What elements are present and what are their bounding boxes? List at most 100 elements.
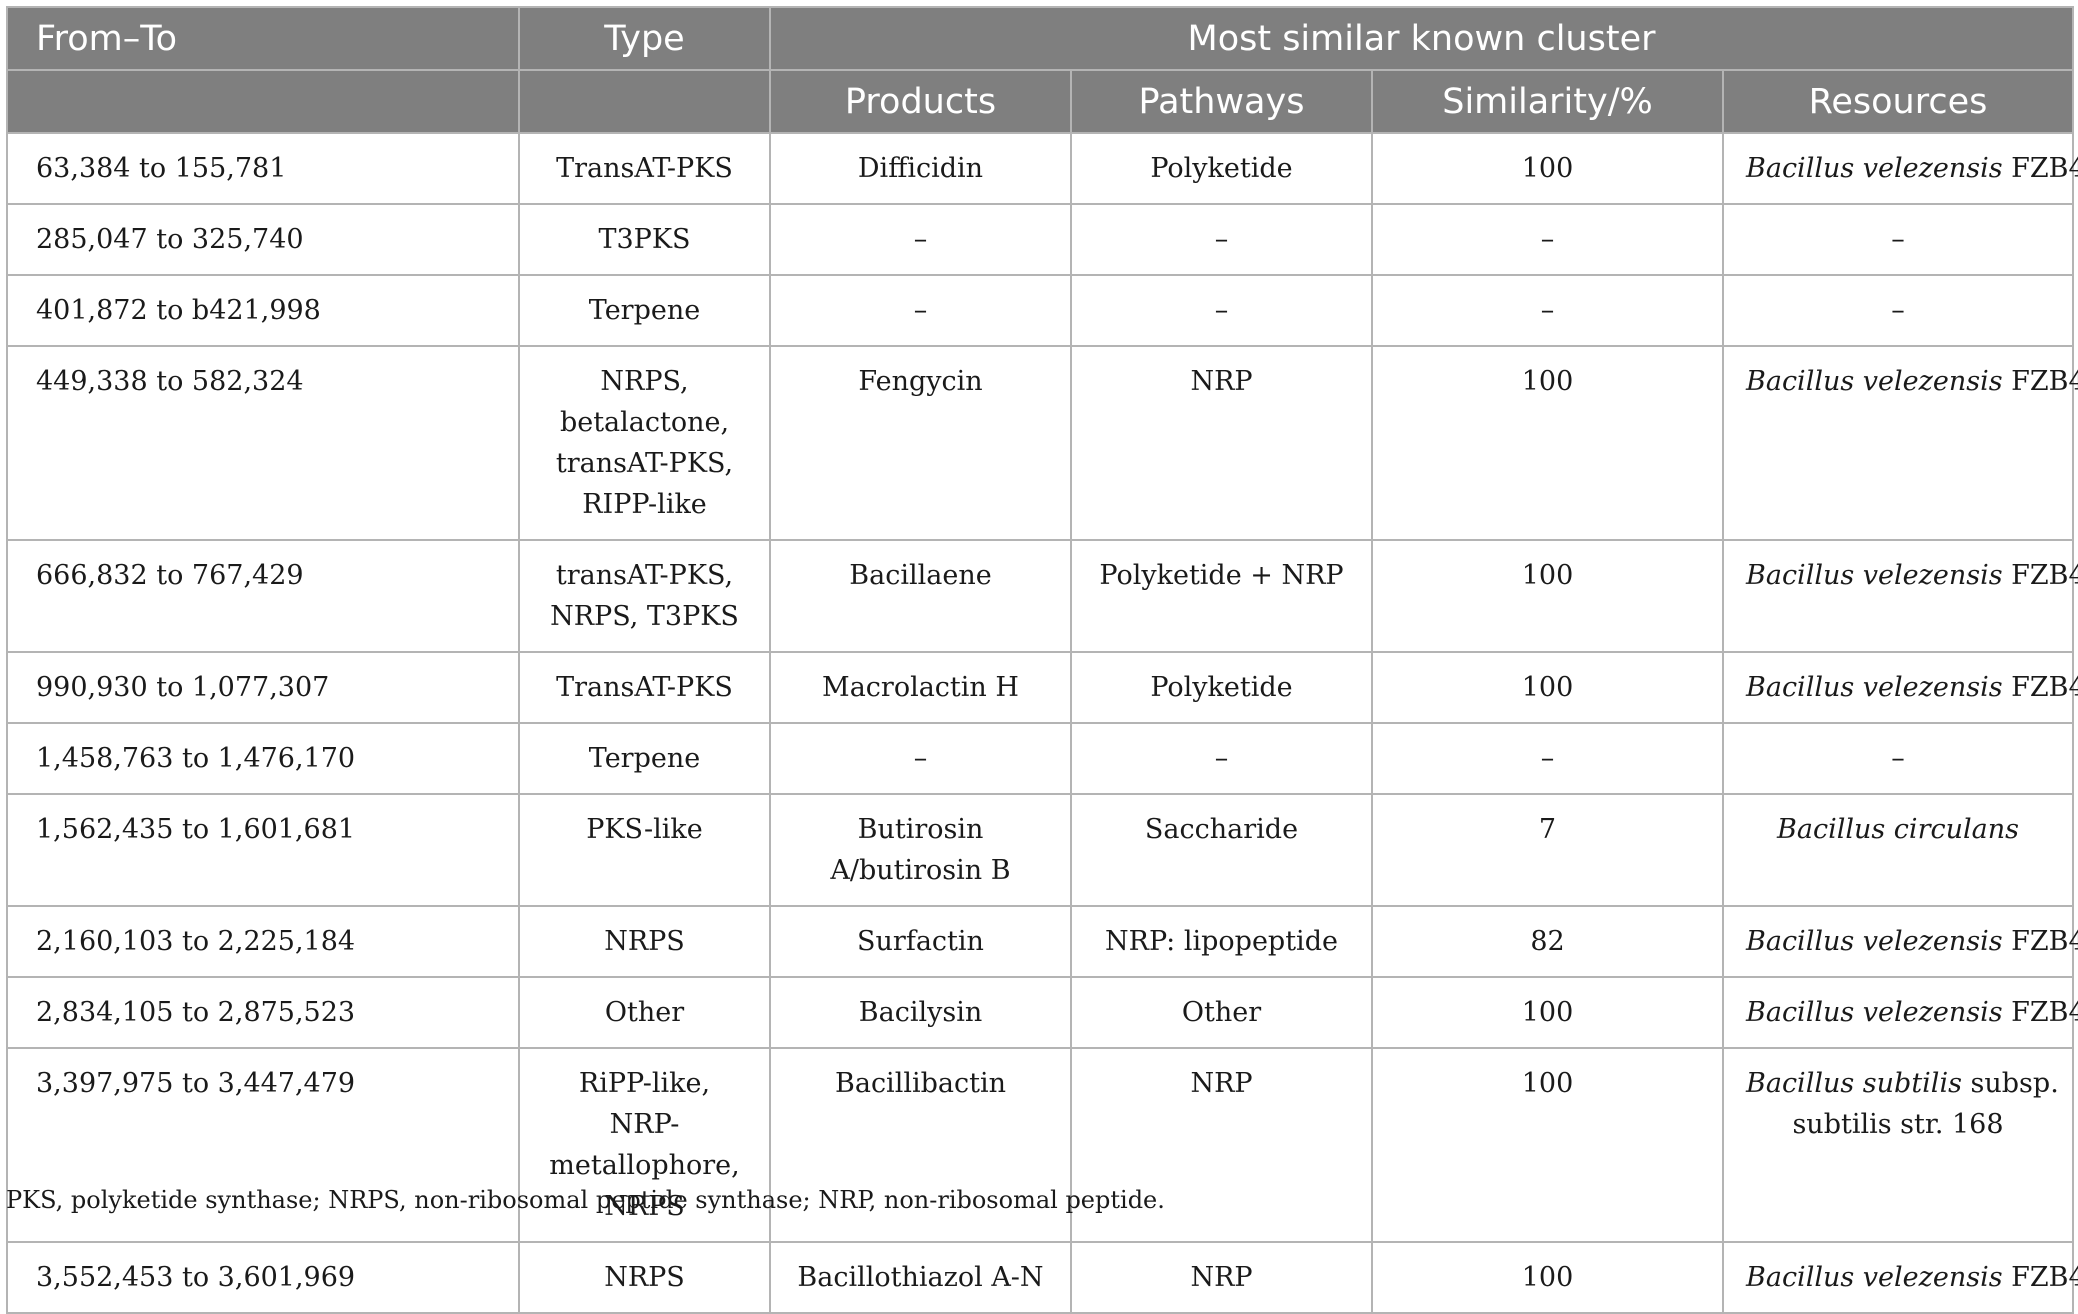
table-body: 63,384 to 155,781 TransAT-PKS Difficidin Po… <box>6 132 2078 1314</box>
cell-type: T3PKS <box>518 203 771 276</box>
table-container: From–To Type Most similar known cluster … <box>6 6 2078 1314</box>
cell-products: Bacilysin <box>769 976 1072 1049</box>
table-row: 3,397,975 to 3,447,479 RiPP-like, NRP-met… <box>6 1047 2074 1243</box>
cell-pathways: NRP <box>1070 1241 1373 1314</box>
resources-organism: Bacillus velezensis <box>1746 153 2003 184</box>
resources-organism: Bacillus subtilis <box>1746 1068 1962 1099</box>
cell-products: – <box>769 274 1072 347</box>
cell-from-to: 666,832 to 767,429 <box>6 539 520 653</box>
table-header: From–To Type Most similar known cluster … <box>6 6 2074 134</box>
header-type: Type <box>518 6 771 71</box>
cell-type: NRPS, betalactone, transAT-PKS, RIPP-like <box>518 345 771 541</box>
table-row: 401,872 to b421,998 Terpene – – – – <box>6 274 2074 347</box>
cell-type: NRPS <box>518 1241 771 1314</box>
cell-type: TransAT-PKS <box>518 651 771 724</box>
resources-strain: – <box>1891 295 1905 326</box>
cell-from-to: 990,930 to 1,077,307 <box>6 651 520 724</box>
header-empty-1 <box>6 69 520 134</box>
resources-organism: Bacillus circulans <box>1777 814 2019 845</box>
table-row: 1,562,435 to 1,601,681 PKS-like Butirosin A… <box>6 793 2074 907</box>
resources-organism: Bacillus velezensis <box>1746 926 2003 957</box>
cell-from-to: 2,160,103 to 2,225,184 <box>6 905 520 978</box>
header-row-1: From–To Type Most similar known cluster <box>6 6 2074 71</box>
cell-products: Butirosin A/butirosin B <box>769 793 1072 907</box>
header-row-2: Products Pathways Similarity/% Resources <box>6 69 2074 134</box>
table-footnote: PKS, polyketide synthase; NRPS, non-ribo… <box>6 1186 1165 1214</box>
table-row: 2,160,103 to 2,225,184 NRPS Surfactin NRP: … <box>6 905 2078 978</box>
cell-pathways: NRP <box>1070 345 1373 541</box>
cell-similarity: – <box>1371 274 1724 347</box>
cell-similarity: – <box>1371 203 1724 276</box>
table-row: 2,834,105 to 2,875,523 Other Bacilysin Othe… <box>6 976 2078 1049</box>
cell-similarity: 100 <box>1371 539 1724 653</box>
cell-products: Surfactin <box>769 905 1072 978</box>
resources-strain: – <box>1891 224 1905 255</box>
cell-similarity: 100 <box>1371 1047 1724 1243</box>
cell-similarity: 100 <box>1371 345 1724 541</box>
cell-similarity: 100 <box>1371 651 1724 724</box>
cell-pathways: NRP: lipopeptide <box>1070 905 1373 978</box>
cell-from-to: 1,562,435 to 1,601,681 <box>6 793 520 907</box>
cell-similarity: 82 <box>1371 905 1724 978</box>
cell-products: – <box>769 203 1072 276</box>
resources-organism: Bacillus velezensis <box>1746 1262 2003 1293</box>
cell-resources: – <box>1722 203 2074 276</box>
header-similarity: Similarity/% <box>1371 69 1724 134</box>
cell-from-to: 2,834,105 to 2,875,523 <box>6 976 520 1049</box>
cell-type: Terpene <box>518 722 771 795</box>
resources-organism: Bacillus velezensis <box>1746 997 2003 1028</box>
resources-organism: Bacillus velezensis <box>1746 672 2003 703</box>
resources-organism: Bacillus velezensis <box>1746 366 2003 397</box>
cell-from-to: 401,872 to b421,998 <box>6 274 520 347</box>
cell-from-to: 1,458,763 to 1,476,170 <box>6 722 520 795</box>
cell-resources: Bacillus circulans <box>1722 793 2074 907</box>
cell-pathways: Polyketide <box>1070 651 1373 724</box>
table-row: 990,930 to 1,077,307 TransAT-PKS Macrolact… <box>6 651 2078 724</box>
cell-pathways: Other <box>1070 976 1373 1049</box>
cell-type: NRPS <box>518 905 771 978</box>
cell-similarity: 7 <box>1371 793 1724 907</box>
cell-products: Difficidin <box>769 132 1072 205</box>
header-empty-2 <box>518 69 771 134</box>
table-row: 285,047 to 325,740 T3PKS – – – – <box>6 203 2074 276</box>
resources-organism: Bacillus velezensis <box>1746 560 2003 591</box>
cell-similarity: 100 <box>1371 132 1724 205</box>
cell-from-to: 3,397,975 to 3,447,479 <box>6 1047 520 1243</box>
resources-strain: – <box>1891 743 1905 774</box>
cell-resources: Bacillus subtilis subsp. subtilis str. 16… <box>1722 1047 2074 1243</box>
cell-similarity: – <box>1371 722 1724 795</box>
cell-type: Terpene <box>518 274 771 347</box>
cell-type: PKS-like <box>518 793 771 907</box>
header-from-to: From–To <box>6 6 520 71</box>
table-row: 449,338 to 582,324 NRPS, betalactone, trans… <box>6 345 2078 541</box>
cell-type: Other <box>518 976 771 1049</box>
cell-type: RiPP-like, NRP-metallophore, NRPS <box>518 1047 771 1243</box>
table-row: 666,832 to 767,429 transAT-PKS, NRPS, T3PK… <box>6 539 2078 653</box>
table-row: 63,384 to 155,781 TransAT-PKS Difficidin Po… <box>6 132 2078 205</box>
table-row: 1,458,763 to 1,476,170 Terpene – – – – <box>6 722 2074 795</box>
cell-products: Bacillaene <box>769 539 1072 653</box>
cell-pathways: Polyketide <box>1070 132 1373 205</box>
cell-type: transAT-PKS, NRPS, T3PKS <box>518 539 771 653</box>
header-pathways: Pathways <box>1070 69 1373 134</box>
cell-resources: – <box>1722 722 2074 795</box>
cell-pathways: NRP <box>1070 1047 1373 1243</box>
resources-strain-line2: subtilis str. 168 <box>1792 1109 2004 1140</box>
header-products: Products <box>769 69 1072 134</box>
header-most-similar-cluster: Most similar known cluster <box>769 6 2074 71</box>
cell-similarity: 100 <box>1371 976 1724 1049</box>
cell-products: Bacillothiazol A-N <box>769 1241 1072 1314</box>
